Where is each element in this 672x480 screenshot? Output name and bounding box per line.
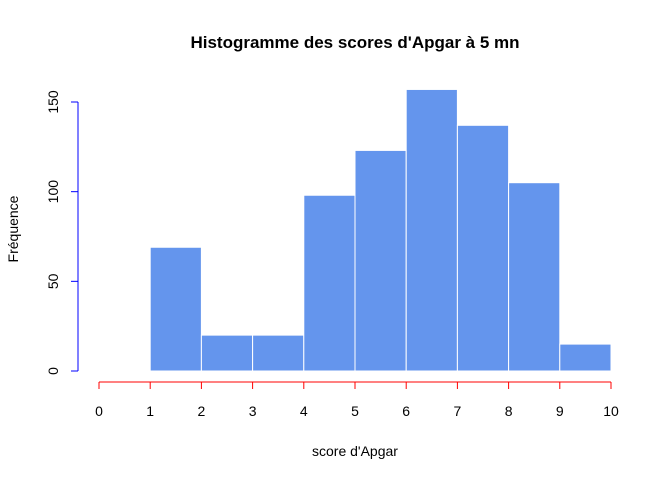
y-tick-label-150: 150 [45, 90, 61, 114]
y-axis-label: Fréquence [5, 195, 21, 262]
bars-layer [149, 88, 612, 372]
y-tick-label-50: 50 [45, 273, 61, 289]
x-tick-label-8: 8 [505, 403, 513, 419]
x-tick-label-3: 3 [249, 403, 257, 419]
histogram-bar-5 [354, 149, 407, 372]
x-tick-label-6: 6 [402, 403, 410, 419]
x-tick-label-0: 0 [95, 403, 103, 419]
x-tick-label-7: 7 [454, 403, 462, 419]
y-tick-label-0: 0 [45, 367, 61, 375]
y-tick-label-100: 100 [45, 180, 61, 204]
y-axis: 0 50 100 150 [45, 90, 79, 375]
histogram-bar-3 [252, 334, 305, 372]
histogram-bar-8 [508, 182, 561, 372]
x-tick-label-5: 5 [351, 403, 359, 419]
histogram-bar-9 [559, 343, 612, 372]
histogram-bar-4 [303, 194, 356, 372]
histogram-bar-2 [200, 334, 254, 372]
chart-title: Histogramme des scores d'Apgar à 5 mn [190, 33, 519, 52]
x-tick-label-9: 9 [556, 403, 564, 419]
x-axis: 0 1 2 3 4 5 6 7 8 9 10 [95, 381, 619, 419]
histogram-bar-7 [456, 124, 510, 372]
x-tick-label-2: 2 [198, 403, 206, 419]
x-tick-label-1: 1 [146, 403, 154, 419]
x-axis-label: score d'Apgar [312, 443, 398, 459]
histogram-bar-6 [405, 88, 458, 372]
x-tick-label-4: 4 [300, 403, 308, 419]
histogram-bar-1 [149, 246, 202, 372]
x-tick-label-10: 10 [603, 403, 619, 419]
